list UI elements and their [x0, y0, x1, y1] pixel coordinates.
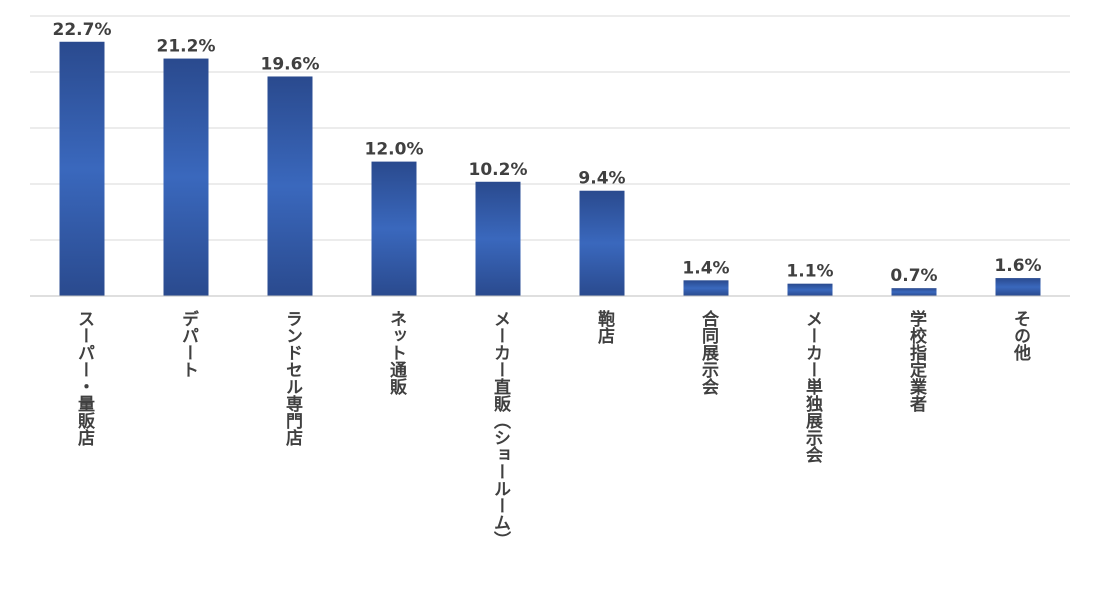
bar: [995, 278, 1041, 296]
category-labels: スーパー・量販店 デパート ランドセル専門店 ネット通販 メーカー直販（ショールーム） 鞄…: [74, 309, 1032, 548]
data-label: 19.6%: [261, 54, 320, 74]
bar: [683, 280, 729, 296]
category-label: 合同展示会: [698, 309, 719, 396]
data-label: 21.2%: [157, 37, 216, 57]
bar: [475, 181, 521, 296]
bar: [163, 58, 209, 297]
bar: [891, 288, 937, 296]
category-label: ランドセル専門店: [282, 310, 303, 447]
bar: [59, 41, 105, 297]
category-label: デパート: [178, 309, 199, 378]
category-label: メーカー直販（ショールーム）: [490, 310, 511, 548]
bar: [371, 161, 417, 296]
data-label: 0.7%: [890, 266, 937, 286]
category-label: その他: [1010, 310, 1032, 361]
data-label: 1.4%: [682, 258, 729, 278]
bars: [59, 41, 1041, 297]
data-label: 9.4%: [578, 169, 625, 189]
data-label: 12.0%: [365, 140, 424, 160]
bar: [267, 76, 313, 296]
data-label: 22.7%: [53, 20, 112, 40]
category-label: メーカー単独展示会: [802, 310, 823, 464]
category-label: 学校指定業者: [906, 309, 928, 413]
data-labels: 22.7% 21.2% 19.6% 12.0% 10.2% 9.4% 1.4% 1.1% 0.7…: [53, 20, 1042, 286]
category-label: スーパー・量販店: [74, 310, 95, 447]
data-label: 10.2%: [469, 160, 528, 180]
data-label: 1.6%: [994, 256, 1041, 276]
data-label: 1.1%: [786, 262, 833, 282]
bar: [579, 190, 625, 296]
bar: [787, 283, 833, 296]
category-label: ネット通販: [386, 310, 407, 396]
category-label: 鞄店: [594, 309, 615, 345]
